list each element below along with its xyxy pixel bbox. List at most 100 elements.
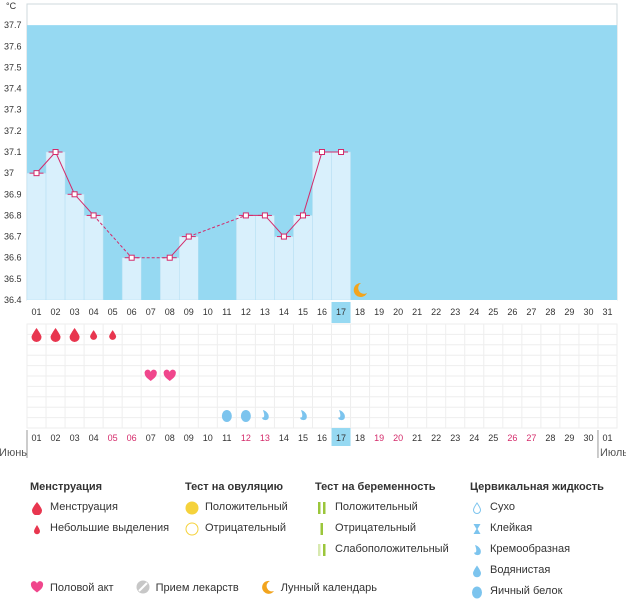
creamy-drop-icon: [338, 410, 345, 421]
x-day-label: 30: [583, 307, 593, 317]
x-day-label: 26: [507, 307, 517, 317]
bottom-day-label: 18: [355, 433, 365, 443]
temperature-point: [261, 212, 268, 219]
temperature-line-segment: [55, 151, 76, 195]
temperature-bar: [121, 257, 142, 301]
temperature-point: [185, 233, 192, 240]
negative-circle-icon: [185, 522, 199, 536]
legend-pregnancy-title: Тест на беременность: [315, 481, 436, 493]
temperature-line-segment: [74, 193, 94, 216]
temperature-bar: [331, 151, 351, 301]
temperature-line-segment: [36, 151, 56, 174]
creamy-drop-icon: [261, 410, 269, 421]
temperature-bar: [236, 215, 256, 301]
small-blood-drop-icon: [34, 525, 40, 535]
legend-pregnancy-weak: Слабоположительный: [335, 543, 449, 555]
moon-icon: [353, 282, 368, 297]
heart-icon: [30, 581, 44, 593]
x-day-label: 07: [146, 307, 156, 317]
y-tick-label: 37: [4, 168, 14, 178]
y-tick-label: 37.5: [4, 62, 22, 72]
bottom-day-label: 13: [260, 433, 270, 443]
legend-cervical-watery: Водянистая: [490, 564, 551, 576]
temperature-bar: [45, 151, 66, 301]
x-day-label: 25: [488, 307, 498, 317]
bottom-day-label: 01: [602, 433, 612, 443]
legend-cervical-dry: Сухо: [490, 501, 515, 513]
legend-menstruation-light: Небольшие выделения: [50, 522, 170, 534]
temperature-line-segment: [264, 215, 285, 237]
bottom-day-label: 11: [222, 433, 231, 443]
bbt-chart: °C 36.4 36.5 36.6 36.7 36.8 36.9 37 37.1 37.2 37.3…: [0, 1, 626, 459]
bottom-day-label: 27: [526, 433, 536, 443]
x-day-label: 08: [165, 307, 175, 317]
bottom-day-label: 14: [279, 433, 289, 443]
y-tick-label: 36.7: [4, 232, 22, 242]
month-left-label: Июнь: [0, 447, 27, 459]
legend-ovulation: Тест на овуляцию Положительный Отрицател…: [185, 481, 288, 543]
temperature-line-segment: [188, 214, 247, 238]
moon-icon: [261, 580, 274, 594]
legend-menstruation: Менструация Менструация Небольшие выделе…: [30, 481, 169, 543]
egg-white-icon: [240, 410, 251, 422]
today-highlight-top: [331, 302, 351, 323]
bottom-day-label: 16: [317, 433, 327, 443]
bottom-day-label: 01: [32, 433, 42, 443]
bottom-day-label: 30: [583, 433, 593, 443]
pill-icon: [136, 580, 150, 594]
temperature-line-segment: [283, 215, 304, 237]
x-day-label: 16: [317, 307, 327, 317]
x-day-label: 18: [355, 307, 365, 317]
bottom-day-label: 03: [70, 433, 80, 443]
x-day-label: 11: [222, 307, 231, 317]
month-right-label: Июль: [600, 447, 626, 459]
x-day-label: 02: [51, 307, 61, 317]
legend-pregnancy: Тест на беременность Положительный Отриц…: [315, 481, 449, 564]
y-tick-label: 36.8: [4, 210, 22, 220]
x-day-label: 31: [602, 307, 612, 317]
x-day-label: 09: [184, 307, 194, 317]
temperature-bar: [179, 236, 199, 301]
egg-white-icon: [472, 586, 482, 599]
temperature-bar: [255, 215, 275, 301]
legend-ovulation-title: Тест на овуляцию: [185, 481, 284, 493]
small-blood-drop-icon: [90, 330, 98, 340]
egg-white-icon: [221, 410, 232, 422]
temperature-bar: [26, 172, 47, 301]
y-tick-label: 36.6: [4, 253, 22, 263]
legend-cervical-egg-white: Яичный белок: [490, 585, 563, 597]
small-blood-drop-icon: [109, 330, 117, 340]
legend-menstruation-title: Менструация: [30, 481, 103, 493]
today-highlight-bottom: [331, 428, 351, 446]
y-tick-label: 36.4: [4, 295, 22, 305]
temperature-point: [71, 191, 78, 198]
temperature-point: [280, 233, 287, 240]
bottom-day-label: 25: [488, 433, 498, 443]
legend-sex: Половой акт: [50, 582, 114, 594]
bottom-day-label: 04: [89, 433, 99, 443]
legend-lunar: Лунный календарь: [280, 582, 377, 594]
x-day-label: 12: [241, 307, 251, 317]
legend-ovulation-positive: Положительный: [205, 501, 288, 513]
creamy-drop-icon: [299, 410, 307, 421]
y-tick-label: 37.7: [4, 20, 22, 30]
temperature-point: [338, 149, 345, 155]
x-day-label: 13: [260, 307, 270, 317]
heart-icon: [163, 369, 176, 381]
x-day-label: 06: [127, 307, 137, 317]
faint-line-icon: [318, 544, 326, 556]
temperature-line-segment: [93, 215, 133, 259]
x-day-label: 17: [336, 307, 346, 317]
sticky-icon: [473, 524, 481, 534]
bottom-day-label: 05: [108, 433, 118, 443]
blood-drop-icon: [31, 328, 42, 342]
y-tick-label: 36.5: [4, 274, 22, 284]
x-day-label: 19: [374, 307, 384, 317]
bottom-day-label: 12: [241, 433, 251, 443]
x-day-label: 15: [298, 307, 308, 317]
bottom-day-label: 19: [374, 433, 384, 443]
x-day-label: 04: [89, 307, 99, 317]
bottom-day-label: 06: [127, 433, 137, 443]
watery-drop-icon: [473, 565, 481, 578]
legend-extra-row: Половой акт Прием лекарств Лунный календар…: [30, 580, 399, 594]
